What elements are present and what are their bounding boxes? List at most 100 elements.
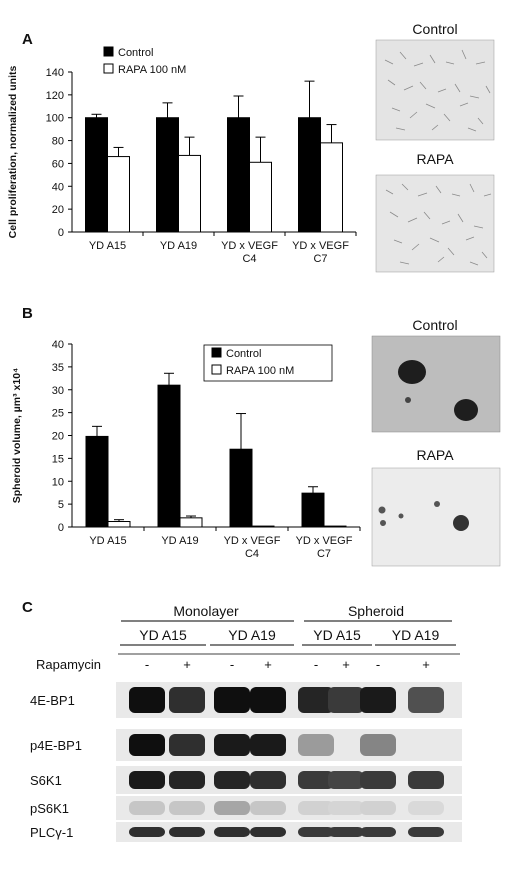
- spheroid-b-control-2: [454, 399, 478, 421]
- bar: [156, 117, 179, 233]
- treatment-sign: -: [376, 657, 380, 672]
- blot-group-label: Monolayer: [173, 603, 239, 619]
- blot-row-label: 4E-BP1: [30, 693, 75, 708]
- legend-swatch: [211, 364, 222, 375]
- bar: [85, 435, 109, 528]
- bar: [178, 154, 201, 233]
- micro-a-rapa-label: RAPA: [416, 151, 454, 167]
- blot-band: [129, 771, 165, 789]
- blot-band: [328, 827, 364, 837]
- legend-label: RAPA 100 nM: [118, 64, 186, 76]
- blot-band: [250, 687, 286, 713]
- y-tick-label: 30: [52, 385, 64, 397]
- blot-band: [360, 771, 396, 789]
- y-tick-label: 20: [52, 204, 64, 216]
- treatment-sign: -: [230, 657, 234, 672]
- treatment-sign: -: [145, 657, 149, 672]
- x-tick-label: C7: [317, 548, 331, 560]
- legend-label: Control: [118, 47, 153, 59]
- y-tick-label: 35: [52, 362, 64, 374]
- x-tick-label: YD A15: [89, 535, 126, 547]
- y-tick-label: 0: [58, 227, 64, 239]
- blot-band: [169, 687, 205, 713]
- bar: [323, 525, 347, 528]
- blot-band: [214, 827, 250, 837]
- bar: [249, 161, 272, 233]
- x-tick-label: C4: [242, 253, 256, 265]
- micro-a-control-label: Control: [412, 21, 457, 37]
- treatment-sign: +: [422, 657, 430, 672]
- blot-subgroup-label: YD A15: [139, 627, 187, 643]
- blot-band: [298, 771, 334, 789]
- y-tick-label: 100: [46, 113, 64, 125]
- blot-band: [360, 687, 396, 713]
- blot-band: [214, 687, 250, 713]
- blot-band: [250, 734, 286, 756]
- blot-band: [360, 734, 396, 756]
- blot-band: [214, 771, 250, 789]
- bar: [229, 448, 253, 528]
- blot-band: [214, 734, 250, 756]
- y-tick-label: 40: [52, 339, 64, 351]
- blot-band: [298, 801, 334, 815]
- y-tick-label: 140: [46, 67, 64, 79]
- spheroid-b-rapa-2: [398, 513, 404, 519]
- micro-b-control-label: Control: [412, 317, 457, 333]
- bar: [251, 525, 275, 528]
- treatment-sign: +: [183, 657, 191, 672]
- y-tick-label: 25: [52, 408, 64, 420]
- blot-band: [250, 771, 286, 789]
- x-tick-label: C7: [313, 253, 327, 265]
- bar: [107, 156, 130, 233]
- blot-band: [328, 771, 364, 789]
- legend-label: Control: [226, 348, 261, 360]
- treatment-sign: +: [264, 657, 272, 672]
- blot-band: [408, 801, 444, 815]
- legend-swatch: [103, 63, 114, 74]
- y-tick-label: 120: [46, 90, 64, 102]
- blot-band: [408, 771, 444, 789]
- bar: [301, 492, 325, 528]
- blot-band: [250, 801, 286, 815]
- bar: [320, 142, 343, 233]
- treatment-sign: -: [314, 657, 318, 672]
- y-tick-label: 10: [52, 476, 64, 488]
- blot-row-label: S6K1: [30, 773, 62, 788]
- blot-row-label: p4E-BP1: [30, 738, 82, 753]
- bar: [227, 117, 250, 233]
- treatment-label: Rapamycin: [36, 657, 101, 672]
- blot-row-label: pS6K1: [30, 801, 69, 816]
- blot-band: [214, 801, 250, 815]
- y-tick-label: 15: [52, 453, 64, 465]
- y-axis-label: Cell proliferation, normalized units: [7, 65, 19, 238]
- spheroid-b-control-1: [398, 360, 426, 384]
- x-tick-label: C4: [245, 548, 259, 560]
- x-tick-label: YD x VEGF: [224, 535, 281, 547]
- blot-band: [169, 801, 205, 815]
- x-tick-label: YD A15: [89, 240, 126, 252]
- cell-texture-a-rapa: [385, 183, 492, 266]
- blot-c: Monolayer Spheroid YD A15 YD A19 YD A15 YD A1…: [30, 603, 462, 842]
- panel-a-letter: A: [22, 31, 33, 48]
- micrograph-a-rapa: [375, 174, 495, 273]
- bar: [157, 384, 181, 528]
- blot-band: [408, 687, 444, 713]
- bar: [107, 521, 131, 528]
- x-tick-label: YD A19: [160, 240, 197, 252]
- spheroid-b-rapa-1: [378, 506, 386, 514]
- bar: [85, 117, 108, 233]
- micrograph-b-rapa: [371, 467, 501, 567]
- blot-band: [360, 827, 396, 837]
- x-tick-label: YD A19: [161, 535, 198, 547]
- legend-swatch: [211, 347, 222, 358]
- spheroid-b-control-3: [405, 397, 411, 403]
- panel-b-letter: B: [22, 305, 33, 322]
- cell-texture-a-control: [384, 49, 491, 132]
- legend-swatch: [103, 46, 114, 57]
- blot-band: [169, 827, 205, 837]
- treatment-sign: +: [342, 657, 350, 672]
- legend-box: [203, 344, 333, 382]
- blot-band: [129, 687, 165, 713]
- x-tick-label: YD x VEGF: [296, 535, 353, 547]
